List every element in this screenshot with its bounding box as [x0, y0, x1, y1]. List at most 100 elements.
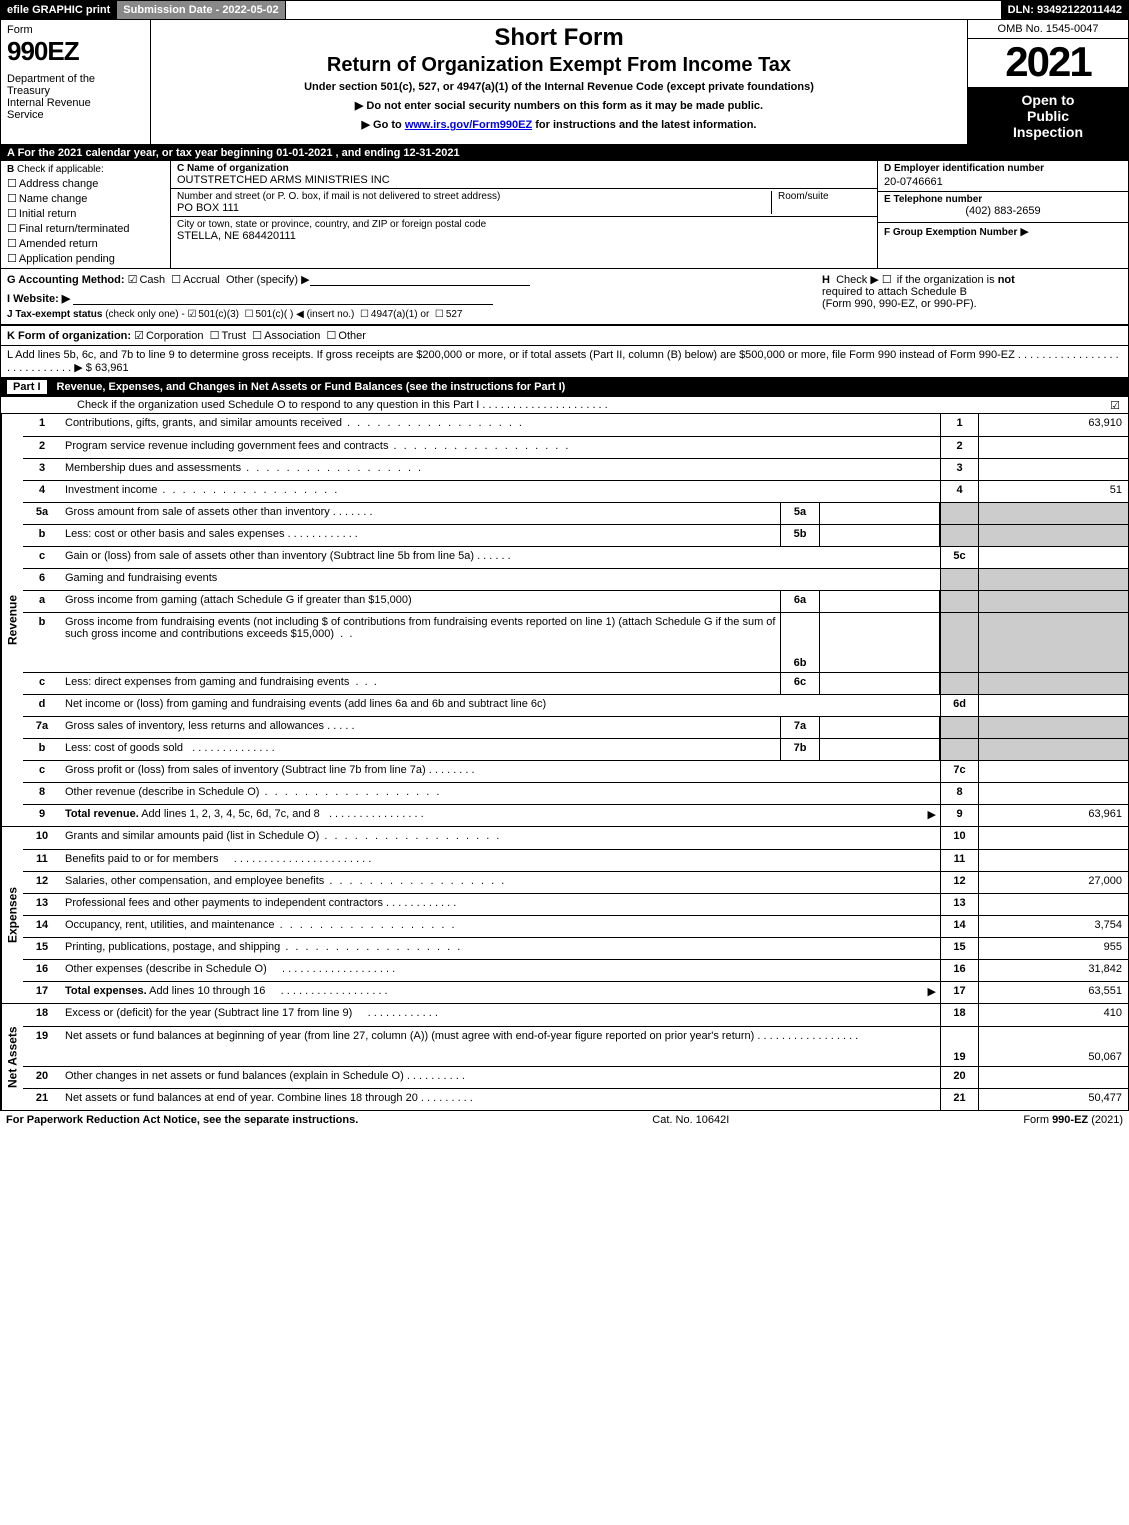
netassets-sidelabel: Net Assets: [1, 1004, 23, 1110]
line-12-amount: 27,000: [978, 872, 1128, 893]
e-label: E Telephone number: [884, 194, 1122, 205]
line-2-amount: [978, 437, 1128, 458]
line-19-amount: 50,067: [978, 1027, 1128, 1066]
address: PO BOX 111: [177, 202, 771, 214]
expenses-table: Expenses 10 Grants and similar amounts p…: [0, 827, 1129, 1004]
line-10-amount: [978, 827, 1128, 849]
line-5c: c Gain or (loss) from sale of assets oth…: [23, 546, 1128, 568]
form-number: 990EZ: [7, 36, 144, 67]
checkbox-name-change[interactable]: Name change: [7, 192, 164, 205]
form-id-cell: Form 990EZ Department of theTreasuryInte…: [1, 20, 151, 144]
checkbox-initial-return[interactable]: Initial return: [7, 207, 164, 220]
checkbox-amended-return[interactable]: Amended return: [7, 237, 164, 250]
b-header: B Check if applicable:: [7, 164, 164, 175]
line-4-amount: 51: [978, 481, 1128, 502]
line-14: 14 Occupancy, rent, utilities, and maint…: [23, 915, 1128, 937]
line-5c-amount: [978, 547, 1128, 568]
tax-year: 2021: [968, 39, 1128, 88]
revenue-table: Revenue 1 Contributions, gifts, grants, …: [0, 414, 1129, 827]
line-9: 9 Total revenue. Add lines 1, 2, 3, 4, 5…: [23, 804, 1128, 826]
checkbox-schedule-o[interactable]: [1110, 399, 1122, 412]
other-specify-input[interactable]: [310, 273, 530, 286]
line-17: 17 Total expenses. Add lines 10 through …: [23, 981, 1128, 1003]
address-cell: Number and street (or P. O. box, if mail…: [171, 189, 877, 217]
revenue-sidelabel: Revenue: [1, 414, 23, 826]
org-name-cell: C Name of organization OUTSTRETCHED ARMS…: [171, 161, 877, 189]
line-6a: a Gross income from gaming (attach Sched…: [23, 590, 1128, 612]
line-16: 16 Other expenses (describe in Schedule …: [23, 959, 1128, 981]
submission-date: Submission Date - 2022-05-02: [117, 1, 285, 19]
expenses-sidelabel: Expenses: [1, 827, 23, 1003]
return-title: Return of Organization Exempt From Incom…: [157, 54, 961, 77]
line-5a: 5a Gross amount from sale of assets othe…: [23, 502, 1128, 524]
dln: DLN: 93492122011442: [1001, 1, 1128, 19]
part1-sub: Check if the organization used Schedule …: [0, 397, 1129, 414]
checkbox-accrual[interactable]: [171, 274, 183, 286]
line-20-amount: [978, 1067, 1128, 1088]
row-h: H Check ▶ if the organization is not req…: [822, 273, 1122, 310]
city-label: City or town, state or province, country…: [177, 219, 871, 230]
line-7c-amount: [978, 761, 1128, 782]
top-bar: efile GRAPHIC print Submission Date - 20…: [0, 0, 1129, 20]
line-12: 12 Salaries, other compensation, and emp…: [23, 871, 1128, 893]
title-right: OMB No. 1545-0047 2021 Open to Public In…: [968, 20, 1128, 144]
checkbox-final-return[interactable]: Final return/terminated: [7, 222, 164, 235]
l-amount: $ 63,961: [86, 362, 129, 374]
line-11-amount: [978, 850, 1128, 871]
irs-link[interactable]: www.irs.gov/Form990EZ: [405, 119, 532, 131]
j-label: J Tax-exempt status: [7, 309, 102, 320]
row-k: K Form of organization: Corporation Trus…: [0, 325, 1129, 345]
checkbox-association[interactable]: [252, 330, 264, 342]
form-page: efile GRAPHIC print Submission Date - 20…: [0, 0, 1129, 1129]
line-15-amount: 955: [978, 938, 1128, 959]
column-d-e-f: D Employer identification number 20-0746…: [878, 161, 1128, 268]
short-form-title: Short Form: [157, 24, 961, 52]
checkbox-application-pending[interactable]: Application pending: [7, 252, 164, 265]
footer-right: Form 990-EZ (2021): [1023, 1114, 1123, 1126]
topbar-spacer: [286, 1, 1001, 19]
dept-label: Department of theTreasuryInternal Revenu…: [7, 73, 144, 121]
k-label: K Form of organization:: [7, 330, 131, 342]
under-section: Under section 501(c), 527, or 4947(a)(1)…: [157, 81, 961, 93]
line-5b: b Less: cost or other basis and sales ex…: [23, 524, 1128, 546]
org-name: OUTSTRETCHED ARMS MINISTRIES INC: [177, 174, 871, 186]
line-6b: b Gross income from fundraising events (…: [23, 612, 1128, 672]
checkbox-501c[interactable]: [245, 309, 256, 320]
line-4: 4 Investment income 4 51: [23, 480, 1128, 502]
checkbox-501c3[interactable]: [187, 309, 198, 320]
title-block: Form 990EZ Department of theTreasuryInte…: [0, 20, 1129, 145]
website-input[interactable]: [73, 292, 493, 305]
checkbox-cash[interactable]: [128, 274, 140, 286]
checkbox-4947[interactable]: [360, 309, 371, 320]
netassets-table: Net Assets 18 Excess or (deficit) for th…: [0, 1004, 1129, 1111]
line-2: 2 Program service revenue including gove…: [23, 436, 1128, 458]
line-21-amount: 50,477: [978, 1089, 1128, 1110]
part1-header: Part I Revenue, Expenses, and Changes in…: [0, 377, 1129, 397]
checkbox-h[interactable]: [882, 274, 894, 286]
bullet2-post: for instructions and the latest informat…: [532, 119, 756, 131]
line-10: 10 Grants and similar amounts paid (list…: [23, 827, 1128, 849]
triangle-left-icon: [296, 309, 304, 320]
efile-print-button[interactable]: efile GRAPHIC print: [1, 1, 117, 19]
part1-tag: Part I: [7, 380, 47, 394]
footer-left: For Paperwork Reduction Act Notice, see …: [6, 1114, 358, 1126]
line-7c: c Gross profit or (loss) from sales of i…: [23, 760, 1128, 782]
city-cell: City or town, state or province, country…: [171, 217, 877, 268]
checkbox-other-org[interactable]: [327, 330, 339, 342]
line-21: 21 Net assets or fund balances at end of…: [23, 1088, 1128, 1110]
checkbox-trust[interactable]: [210, 330, 222, 342]
footer-mid: Cat. No. 10642I: [652, 1114, 729, 1126]
line-13-amount: [978, 894, 1128, 915]
line-16-amount: 31,842: [978, 960, 1128, 981]
page-footer: For Paperwork Reduction Act Notice, see …: [0, 1111, 1129, 1129]
title-mid: Short Form Return of Organization Exempt…: [151, 20, 968, 144]
open-line2: Public: [970, 108, 1126, 124]
ein: 20-0746661: [884, 176, 1122, 188]
checkbox-527[interactable]: [435, 309, 446, 320]
part1-title: Revenue, Expenses, and Changes in Net As…: [57, 381, 566, 393]
bullet-ssn: ▶ Do not enter social security numbers o…: [157, 99, 961, 112]
column-b: B Check if applicable: Address change Na…: [1, 161, 171, 268]
checkbox-address-change[interactable]: Address change: [7, 177, 164, 190]
line-6c: c Less: direct expenses from gaming and …: [23, 672, 1128, 694]
checkbox-corporation[interactable]: [134, 330, 146, 342]
